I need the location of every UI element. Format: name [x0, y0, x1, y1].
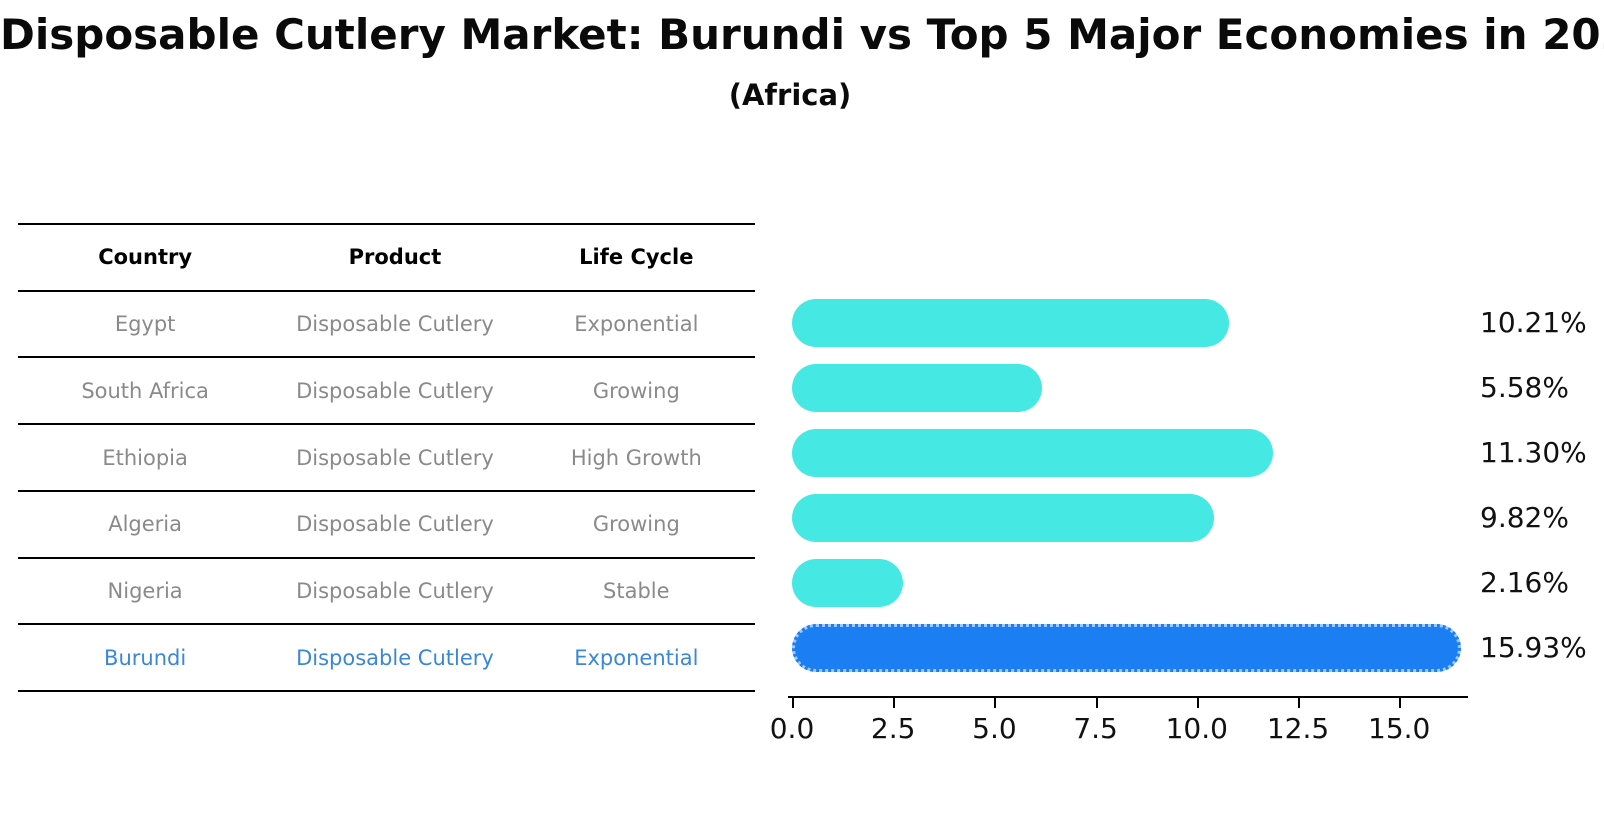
- table-row: Burundi Disposable Cutlery Exponential: [18, 625, 755, 690]
- table-cell: Burundi: [104, 645, 187, 670]
- x-axis-tick: [994, 698, 997, 708]
- table-cell: Product: [348, 245, 442, 270]
- bar-value-label: 9.82%: [1480, 501, 1569, 534]
- x-axis-tick: [1095, 698, 1098, 708]
- x-axis-tick-label: 12.5: [1266, 712, 1330, 745]
- table-cell: South Africa: [81, 378, 209, 403]
- table-row: Ethiopia Disposable Cutlery High Growth: [18, 425, 755, 492]
- table-cell: Algeria: [108, 512, 183, 537]
- x-axis-line: [788, 696, 1468, 698]
- table-cell: Exponential: [574, 312, 699, 337]
- table-cell: Disposable Cutlery: [296, 645, 494, 670]
- bar-row: [792, 550, 1468, 615]
- table-cell: Exponential: [574, 645, 699, 670]
- table-cell: Nigeria: [107, 578, 183, 603]
- bar-value-label: 15.93%: [1480, 631, 1587, 664]
- country-table: Country Product Life Cycle Egypt Disposable …: [18, 223, 755, 692]
- x-axis-tick-label: 5.0: [972, 712, 1017, 745]
- bar-nigeria: [792, 558, 904, 607]
- bar-row: [792, 615, 1468, 680]
- x-axis-tick-label: 15.0: [1368, 712, 1431, 745]
- bar-value-label: 5.58%: [1480, 371, 1569, 404]
- x-axis-tick: [1297, 698, 1300, 708]
- table-cell: Country: [98, 245, 193, 270]
- chart-title: Disposable Cutlery Market: Burundi vs To…: [0, 10, 1604, 59]
- table-cell: High Growth: [570, 445, 702, 470]
- bar-egypt: [792, 298, 1230, 347]
- bar-burundi: [792, 623, 1461, 672]
- table-row: South Africa Disposable Cutlery Growing: [18, 358, 755, 426]
- x-axis-tick: [792, 698, 794, 708]
- table-cell: Disposable Cutlery: [296, 312, 494, 337]
- table-cell: Ethiopia: [102, 445, 188, 470]
- table-cell: Egypt: [114, 312, 176, 337]
- bar-value-label: 11.30%: [1480, 436, 1587, 469]
- table-cell: Disposable Cutlery: [296, 445, 494, 470]
- bar-south-africa: [792, 363, 1042, 412]
- bar-row: [792, 355, 1468, 420]
- bar-row: [792, 420, 1468, 485]
- x-axis-tick-label: 2.5: [870, 712, 916, 745]
- x-axis-tick-label: 10.0: [1165, 712, 1228, 745]
- table-row: Algeria Disposable Cutlery Growing: [18, 492, 755, 559]
- table-header-row: Country Product Life Cycle: [18, 225, 755, 292]
- table-cell: Disposable Cutlery: [296, 378, 494, 403]
- table-cell: Life Cycle: [579, 245, 694, 270]
- value-label-column: 10.21% 5.58% 11.30% 9.82% 2.16% 15.93%: [1480, 290, 1604, 680]
- bar-ethiopia: [792, 428, 1274, 477]
- bar-value-label: 10.21%: [1480, 306, 1587, 339]
- bar-plot-area: [792, 290, 1468, 680]
- chart-subtitle: (Africa): [728, 78, 852, 112]
- x-axis-tick: [1196, 698, 1199, 708]
- x-axis-tick: [1399, 698, 1402, 708]
- table-row: Egypt Disposable Cutlery Exponential: [18, 292, 755, 359]
- x-axis-tick-label: 0.0: [769, 712, 815, 745]
- bar-row: [792, 290, 1468, 355]
- bar-row: [792, 485, 1468, 550]
- x-axis-tick: [893, 698, 896, 708]
- x-axis-tick-label: 7.5: [1073, 712, 1118, 745]
- bar-algeria: [792, 493, 1214, 542]
- table-cell: Disposable Cutlery: [296, 578, 494, 603]
- table-row: Nigeria Disposable Cutlery Stable: [18, 559, 755, 626]
- table-cell: Stable: [603, 578, 670, 603]
- table-cell: Growing: [592, 512, 680, 537]
- table-cell: Growing: [592, 378, 680, 403]
- bar-value-label: 2.16%: [1480, 566, 1569, 599]
- table-cell: Disposable Cutlery: [296, 512, 494, 537]
